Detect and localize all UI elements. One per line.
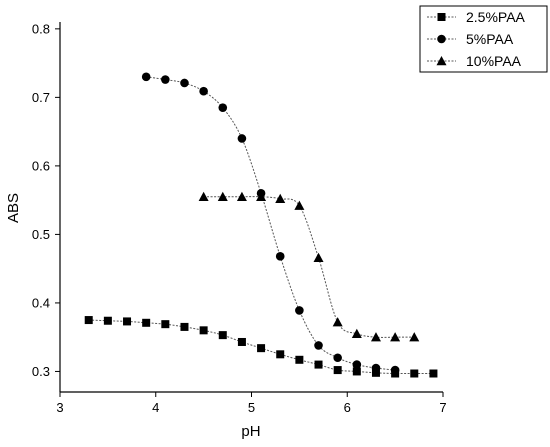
data-point <box>371 363 381 373</box>
data-point <box>123 317 132 326</box>
data-point <box>370 332 381 342</box>
series-layer <box>84 72 438 378</box>
legend: 2.5%PAA 5%PAA 10%PAA <box>419 5 548 73</box>
data-point <box>198 191 209 201</box>
ticks: 3 4 5 6 7 0.3 0.4 0.5 0.6 0.7 0.8 <box>32 21 447 415</box>
x-tick-label: 6 <box>344 400 351 415</box>
data-point <box>199 86 208 96</box>
y-tick-label: 0.3 <box>32 364 50 379</box>
data-point <box>352 360 362 369</box>
data-point <box>390 365 400 375</box>
legend-marker <box>437 34 446 44</box>
legend-marker <box>436 56 447 66</box>
legend-item: 10%PAA <box>427 53 522 69</box>
legend-item: 5%PAA <box>427 31 514 47</box>
data-point <box>161 320 170 329</box>
x-tick-label: 3 <box>56 400 63 415</box>
data-point <box>276 350 285 359</box>
data-point <box>351 328 362 339</box>
data-point <box>218 331 227 340</box>
series-square <box>84 316 438 378</box>
data-point <box>103 316 112 325</box>
series-line <box>203 196 415 338</box>
data-point <box>313 252 324 262</box>
data-point <box>256 191 267 201</box>
data-point <box>161 75 170 84</box>
data-point <box>294 200 305 210</box>
legend-marker <box>437 13 446 21</box>
data-point <box>314 360 323 369</box>
data-point <box>217 191 228 201</box>
data-point <box>236 191 247 201</box>
data-point <box>410 369 419 378</box>
data-point <box>180 78 189 88</box>
data-point <box>409 332 420 342</box>
x-axis-label: pH <box>241 423 260 440</box>
y-tick-label: 0.8 <box>32 21 50 36</box>
x-tick-label: 7 <box>439 400 446 415</box>
data-point <box>84 316 93 325</box>
data-point <box>352 367 361 376</box>
data-point <box>199 326 208 335</box>
legend-item: 2.5%PAA <box>427 9 526 25</box>
data-point <box>295 355 304 364</box>
legend-label: 5%PAA <box>466 31 514 47</box>
legend-label: 10%PAA <box>466 53 522 69</box>
y-tick-label: 0.4 <box>32 295 50 310</box>
data-point <box>257 344 266 353</box>
data-point <box>390 332 401 342</box>
plot-frame <box>59 22 443 393</box>
series-circle <box>141 72 400 375</box>
data-point <box>218 103 228 112</box>
data-point <box>429 369 438 378</box>
series-triangle <box>198 191 420 342</box>
y-tick-label: 0.6 <box>32 158 50 173</box>
data-point <box>141 72 151 82</box>
data-point <box>275 193 286 204</box>
data-point <box>275 252 285 261</box>
data-point <box>371 368 380 377</box>
y-axis-label: ABS <box>5 193 22 223</box>
y-tick-label: 0.5 <box>32 227 50 242</box>
data-point <box>333 366 342 375</box>
data-point <box>295 306 304 315</box>
data-point <box>333 353 342 363</box>
x-tick-label: 5 <box>248 400 255 415</box>
data-point <box>142 318 151 327</box>
legend-label: 2.5%PAA <box>466 9 526 25</box>
data-point <box>237 337 246 346</box>
data-point <box>237 134 247 143</box>
y-tick-label: 0.7 <box>32 90 50 105</box>
data-point <box>332 317 343 327</box>
data-point <box>314 341 323 350</box>
data-point <box>180 322 189 331</box>
x-tick-label: 4 <box>152 400 159 415</box>
